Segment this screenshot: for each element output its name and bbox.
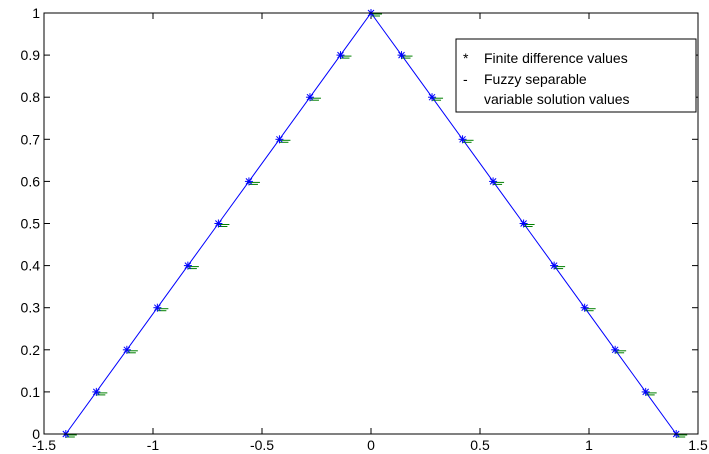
asterisk-stroke — [398, 51, 405, 59]
finite-difference-marker — [641, 387, 650, 396]
asterisk-stroke — [428, 93, 436, 101]
finite-difference-marker — [244, 177, 253, 186]
finite-difference-marker — [183, 261, 192, 270]
finite-difference-marker — [153, 303, 162, 312]
finite-difference-marker — [519, 219, 528, 228]
x-tick-label: -1.5 — [32, 437, 56, 453]
x-tick-label: 1.5 — [688, 437, 708, 453]
finite-difference-marker — [458, 135, 467, 144]
legend: * Finite difference values - Fuzzy separ… — [455, 38, 697, 113]
asterisk-stroke — [642, 388, 650, 396]
legend-symbol-2: - — [463, 71, 468, 87]
y-tick-label: 0.8 — [21, 89, 41, 105]
x-tick-label: 0.5 — [470, 437, 490, 453]
y-tick-label: 0.2 — [21, 342, 41, 358]
y-tick-label: 0.6 — [21, 173, 41, 189]
asterisk-stroke — [123, 346, 131, 354]
x-tick-label: 1 — [585, 437, 593, 453]
finite-difference-marker — [397, 51, 406, 60]
asterisk-stroke — [459, 135, 466, 143]
legend-label-1: Finite difference values — [484, 50, 628, 66]
y-tick-label: 0.4 — [21, 258, 41, 274]
finite-difference-marker — [92, 387, 101, 396]
asterisk-stroke — [276, 135, 283, 143]
finite-difference-marker — [489, 177, 498, 186]
asterisk-stroke — [154, 304, 161, 312]
asterisk-stroke — [337, 51, 344, 59]
legend-symbol-1: * — [463, 50, 469, 66]
legend-label-3: variable solution values — [484, 91, 630, 107]
plot-area-frame — [43, 12, 699, 435]
finite-difference-marker — [305, 93, 314, 102]
x-tick-label: -0.5 — [250, 437, 274, 453]
asterisk-stroke — [520, 220, 527, 227]
x-tick-label: 0 — [367, 437, 375, 453]
asterisk-stroke — [245, 178, 253, 185]
asterisk-stroke — [550, 262, 558, 269]
legend-box — [455, 38, 697, 113]
ticks-layer: -1.5 -1 -0.5 0 0.5 1 1.500.10.20.30.40.50.60.7… — [21, 5, 708, 453]
finite-difference-marker — [275, 135, 284, 144]
finite-difference-marker — [428, 93, 437, 102]
asterisk-stroke — [306, 93, 314, 101]
asterisk-stroke — [92, 388, 100, 396]
asterisk-stroke — [581, 304, 588, 312]
asterisk-stroke — [611, 346, 619, 354]
finite-difference-marker — [550, 261, 559, 270]
y-tick-label: 0.3 — [21, 300, 41, 316]
asterisk-stroke — [489, 178, 497, 185]
y-tick-label: 0.9 — [21, 47, 41, 63]
finite-difference-marker — [122, 345, 131, 354]
y-tick-label: 0.1 — [21, 384, 41, 400]
x-tick-label: -1 — [147, 437, 160, 453]
y-tick-label: 0.5 — [21, 216, 41, 232]
finite-difference-marker — [580, 303, 589, 312]
y-tick-label: 0 — [32, 426, 40, 442]
marker-layer — [61, 9, 688, 438]
y-tick-label: 0.7 — [21, 131, 41, 147]
y-tick-label: 1 — [32, 5, 40, 21]
finite-difference-marker — [214, 219, 223, 228]
finite-difference-marker — [611, 345, 620, 354]
legend-label-2: Fuzzy separable — [484, 71, 587, 87]
asterisk-stroke — [184, 262, 192, 269]
asterisk-stroke — [215, 220, 222, 227]
finite-difference-marker — [336, 51, 345, 60]
